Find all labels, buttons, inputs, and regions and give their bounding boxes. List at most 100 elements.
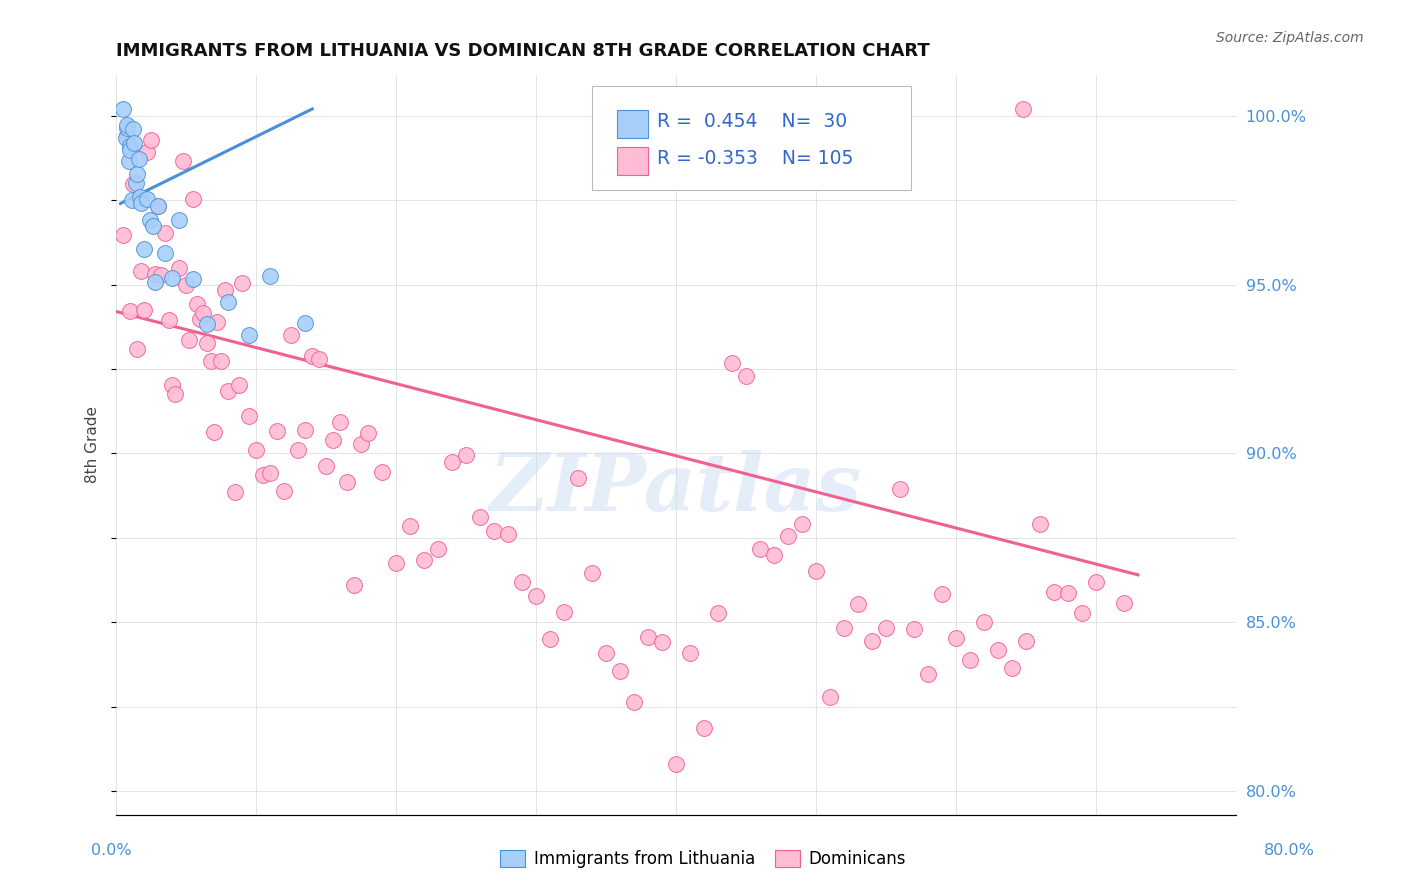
Point [308, 351, 330, 366]
Point [553, 605, 575, 619]
Point [136, 192, 159, 206]
Point [441, 455, 464, 469]
FancyBboxPatch shape [617, 110, 648, 138]
FancyBboxPatch shape [617, 147, 648, 175]
Text: ZIPatlas: ZIPatlas [491, 450, 862, 528]
Point [538, 632, 561, 647]
Point [294, 423, 316, 437]
Point [191, 306, 214, 320]
Point [294, 316, 316, 330]
Point [118, 153, 141, 168]
Point [735, 368, 758, 383]
Point [623, 695, 645, 709]
Point [790, 517, 813, 532]
Point [427, 542, 450, 557]
FancyBboxPatch shape [592, 87, 911, 190]
Point [776, 529, 799, 543]
Point [581, 566, 603, 580]
Point [679, 646, 702, 660]
Point [195, 336, 218, 351]
Text: R =  0.454    N=  30: R = 0.454 N= 30 [657, 112, 848, 131]
Point [136, 145, 159, 159]
Point [273, 484, 295, 499]
Point [1057, 586, 1080, 600]
Point [245, 442, 267, 457]
Point [413, 553, 436, 567]
Point [174, 278, 197, 293]
Point [145, 267, 167, 281]
Point [142, 219, 165, 234]
Text: 0.0%: 0.0% [91, 843, 132, 858]
Point [217, 295, 239, 310]
Point [134, 303, 156, 318]
Point [202, 425, 225, 440]
Point [122, 178, 145, 192]
Legend: Immigrants from Lithuania, Dominicans: Immigrants from Lithuania, Dominicans [494, 843, 912, 875]
Point [763, 548, 786, 562]
Point [322, 433, 344, 447]
Point [470, 510, 492, 524]
Point [567, 471, 589, 485]
Point [129, 190, 152, 204]
Point [721, 356, 744, 370]
Point [217, 384, 239, 399]
Text: R = -0.353    N= 105: R = -0.353 N= 105 [657, 149, 853, 169]
Point [181, 272, 204, 286]
Point [120, 139, 142, 153]
Point [162, 378, 184, 392]
Point [1084, 575, 1107, 590]
Point [693, 721, 716, 735]
Point [155, 246, 177, 260]
Point [181, 192, 204, 206]
Text: Source: ZipAtlas.com: Source: ZipAtlas.com [1216, 31, 1364, 45]
Point [120, 143, 142, 157]
Point [172, 154, 194, 169]
Point [399, 519, 422, 533]
Point [150, 268, 173, 283]
Point [117, 121, 139, 136]
Point [357, 425, 380, 440]
Point [148, 199, 170, 213]
Point [134, 243, 156, 257]
Point [238, 409, 260, 423]
Point [141, 133, 163, 147]
Point [651, 635, 673, 649]
Point [637, 630, 659, 644]
Point [1043, 585, 1066, 599]
Point [804, 564, 827, 578]
Point [259, 269, 281, 284]
Point [336, 475, 359, 489]
Point [165, 387, 187, 401]
Point [167, 212, 190, 227]
Point [959, 653, 981, 667]
Point [177, 333, 200, 347]
Point [987, 643, 1010, 657]
Point [917, 666, 939, 681]
Point [224, 484, 246, 499]
Point [252, 468, 274, 483]
Point [350, 437, 373, 451]
Point [115, 131, 138, 145]
Point [280, 328, 302, 343]
Point [903, 622, 925, 636]
Point [945, 631, 967, 645]
Point [482, 524, 505, 539]
Point [749, 541, 772, 556]
Point [818, 690, 841, 704]
Point [148, 199, 170, 213]
Point [595, 646, 617, 660]
Point [155, 226, 177, 240]
Point [112, 228, 135, 243]
Point [875, 621, 897, 635]
Point [496, 526, 519, 541]
Point [228, 378, 250, 392]
Point [125, 176, 148, 190]
Point [931, 586, 953, 600]
Text: 80.0%: 80.0% [1264, 843, 1315, 858]
Point [889, 482, 911, 496]
Point [385, 557, 408, 571]
Point [1029, 516, 1052, 531]
Point [266, 424, 288, 438]
Point [973, 615, 995, 629]
Y-axis label: 8th Grade: 8th Grade [86, 407, 100, 483]
